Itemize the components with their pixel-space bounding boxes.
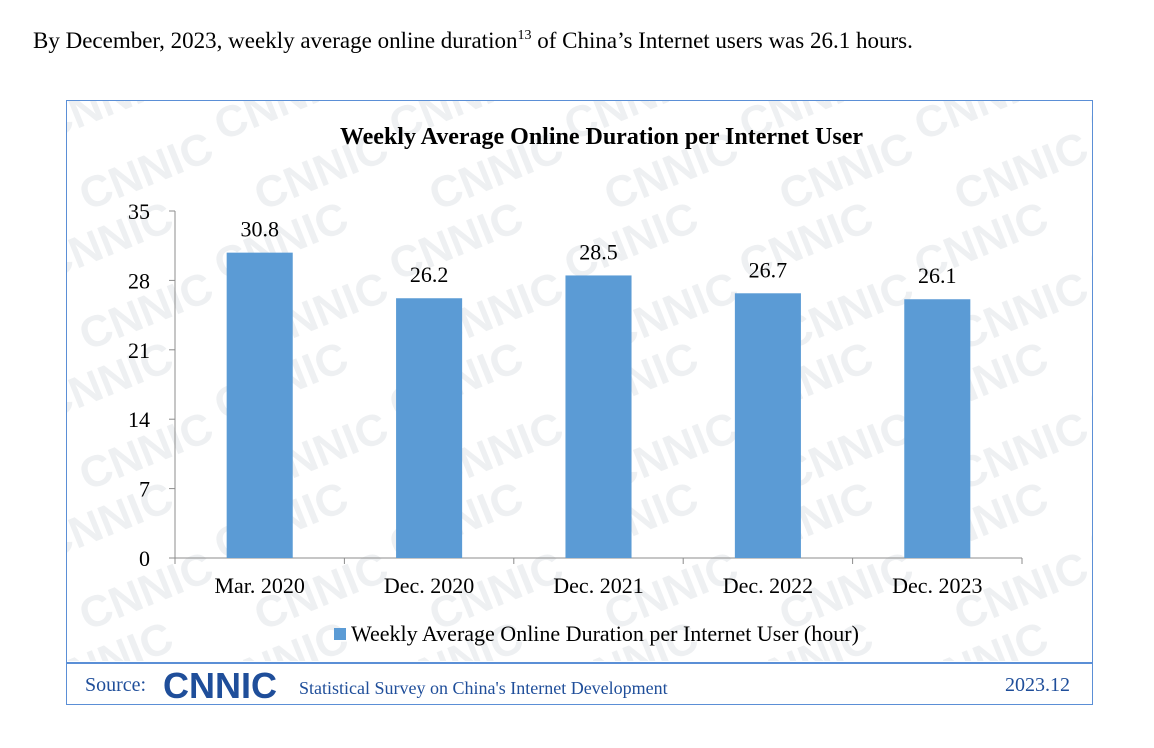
survey-title: Statistical Survey on China's Internet D… — [299, 678, 668, 698]
bar — [565, 275, 632, 558]
cnnic-logo: CNNIC — [163, 667, 277, 703]
x-tick-label: Dec. 2023 — [892, 573, 982, 598]
x-tick-label: Dec. 2020 — [384, 573, 474, 598]
bar — [904, 299, 971, 558]
footnote-marker: 13 — [517, 28, 532, 43]
report-date: 2023.12 — [1005, 674, 1070, 696]
bar — [734, 293, 801, 558]
y-tick-label: 35 — [128, 199, 150, 224]
y-tick-label: 21 — [128, 338, 150, 363]
chart-title: Weekly Average Online Duration per Inter… — [340, 124, 863, 150]
bar — [226, 252, 293, 558]
data-label: 30.8 — [240, 217, 279, 242]
legend-label: Weekly Average Online Duration per Inter… — [351, 621, 859, 646]
data-label: 28.5 — [579, 239, 618, 264]
bar — [396, 298, 463, 558]
legend-swatch — [334, 628, 346, 640]
x-tick-label: Mar. 2020 — [214, 573, 304, 598]
y-tick-label: 0 — [139, 546, 150, 571]
data-label: 26.1 — [918, 263, 957, 288]
intro-text-end: of China’s Internet users was 26.1 hours… — [531, 28, 913, 53]
cnnic-logo-text: CNNIC — [163, 667, 277, 703]
x-tick-label: Dec. 2021 — [553, 573, 643, 598]
intro-text: By December, 2023, weekly average online… — [33, 28, 518, 53]
bar-chart: Weekly Average Online Duration per Inter… — [128, 124, 1023, 646]
footer-divider — [67, 662, 1092, 664]
y-tick-label: 7 — [139, 477, 150, 502]
intro-sentence: By December, 2023, weekly average online… — [33, 28, 913, 54]
x-tick-label: Dec. 2022 — [723, 573, 813, 598]
y-tick-label: 28 — [128, 268, 150, 293]
data-label: 26.7 — [749, 257, 788, 282]
data-label: 26.2 — [410, 262, 449, 287]
source-label: Source: — [85, 674, 147, 696]
chart-frame: CNNIC CNNIC CNNIC CNNIC CNNIC CNNIC CNNIC CNNIC… — [66, 100, 1093, 705]
y-tick-label: 14 — [128, 407, 150, 432]
